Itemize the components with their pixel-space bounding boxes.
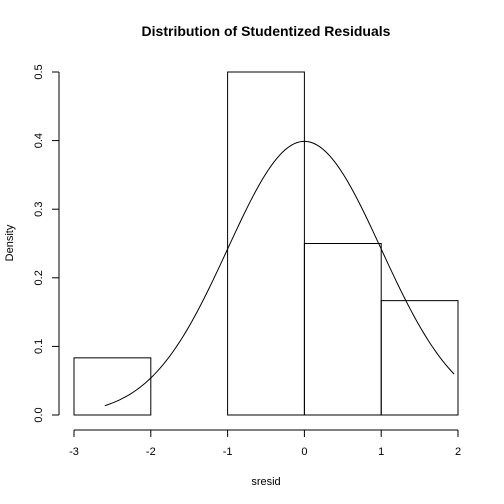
y-axis-label: Density: [4, 224, 16, 261]
y-tick-label: 0.4: [33, 133, 45, 148]
histogram-bar: [380, 300, 459, 416]
y-tick-label: 0.2: [33, 270, 45, 285]
x-tick-label: 0: [301, 446, 307, 458]
y-tick-label: 0.5: [33, 64, 45, 79]
histogram-bar: [73, 357, 152, 416]
x-tick-label: -2: [146, 446, 156, 458]
histogram-bar: [227, 71, 305, 416]
normal-density-curve: [104, 140, 455, 407]
x-tick-label: 2: [455, 446, 461, 458]
x-tick-label: -3: [69, 446, 79, 458]
plot-area: -3 -2 -1 0 1 2 0.0 0.1 0.2 0.3 0.4 0.5: [33, 64, 461, 458]
x-tick-label: -1: [223, 446, 233, 458]
y-tick-label: 0.0: [33, 407, 45, 422]
y-tick-label: 0.3: [33, 202, 45, 217]
y-tick-label: 0.1: [33, 339, 45, 354]
x-axis-label: sresid: [251, 476, 280, 488]
x-tick-label: 1: [378, 446, 384, 458]
histogram-bar: [303, 243, 382, 416]
chart-title: Distribution of Studentized Residuals: [142, 23, 391, 39]
